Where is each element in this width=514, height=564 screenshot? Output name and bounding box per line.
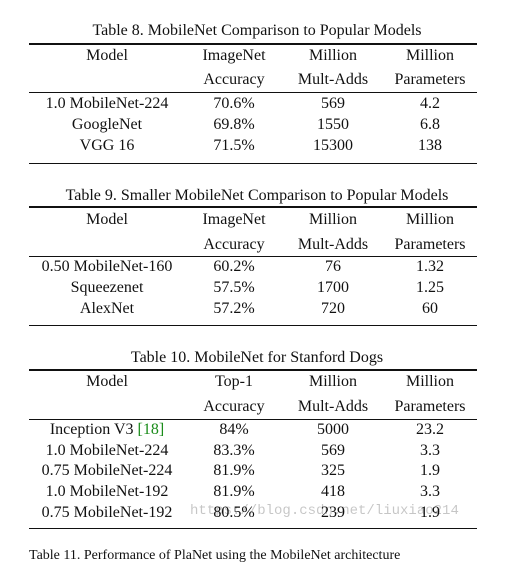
table-9-header-mult-adds: Million <box>308 211 357 228</box>
table-8-cell-accuracy: 71.5% <box>213 137 255 154</box>
model-name: Inception V3 <box>49 421 134 438</box>
table-9-cell-model: AlexNet <box>79 300 135 317</box>
table-10-cell-mult-adds: 325 <box>321 462 345 479</box>
table-10-cell-model: 0.75 MobileNet-192 <box>41 504 173 521</box>
table-8-cell-model: VGG 16 <box>79 137 135 154</box>
table-8-bottom-rule <box>29 163 477 164</box>
citation-link[interactable]: [18] <box>137 421 165 438</box>
table-9-subheader-parameters: Parameters <box>394 236 466 253</box>
table-10-cell-mult-adds: 5000 <box>317 421 349 438</box>
table-9-bottom-rule <box>29 325 477 326</box>
table-9-cell-parameters: 1.25 <box>416 279 444 296</box>
table-10-subheader-accuracy: Accuracy <box>203 398 265 415</box>
table-10-header-accuracy: Top-1 <box>215 373 253 390</box>
table-8-top-rule <box>29 43 477 45</box>
table-9-header-parameters: Million <box>405 211 454 228</box>
table-10-bottom-rule <box>29 528 477 529</box>
table-10-cell-model: Inception V3 [18] <box>29 420 185 440</box>
table-10-cell-mult-adds: 239 <box>321 504 345 521</box>
table-8-cell-model: GoogleNet <box>71 116 143 133</box>
table-10-top-rule <box>29 369 477 371</box>
table-9-header-model: Model <box>86 211 128 228</box>
table-10-cell-model: 1.0 MobileNet-192 <box>45 483 169 500</box>
table-8-cell-accuracy: 70.6% <box>213 95 255 112</box>
table-10-cell-model: 0.75 MobileNet-224 <box>41 462 173 479</box>
table-9-cell-accuracy: 57.5% <box>213 279 255 296</box>
table-8-cell-mult-adds: 569 <box>321 95 345 112</box>
table-8-cell-mult-adds: 1550 <box>317 116 349 133</box>
table-9-cell-accuracy: 57.2% <box>213 300 255 317</box>
table-9-subheader-mult-adds: Mult-Adds <box>297 236 369 253</box>
table-9-cell-model: 0.50 MobileNet-160 <box>41 258 173 275</box>
table-10-cell-parameters: 3.3 <box>420 483 440 500</box>
table-9-cell-mult-adds: 76 <box>325 258 341 275</box>
table-9-header-accuracy: ImageNet <box>202 211 266 228</box>
table-8-subheader-parameters: Parameters <box>394 71 466 88</box>
table-10-subheader-parameters: Parameters <box>394 398 466 415</box>
table-10-header-model: Model <box>86 373 128 390</box>
table-10-cell-accuracy: 80.5% <box>213 504 255 521</box>
table-10-subheader-mult-adds: Mult-Adds <box>297 398 369 415</box>
table-9-caption: Table 9. Smaller MobileNet Comparison to… <box>65 187 449 204</box>
table-8-caption: Table 8. MobileNet Comparison to Popular… <box>92 22 422 39</box>
table-9-subheader-accuracy: Accuracy <box>203 236 265 253</box>
table-8-subheader-accuracy: Accuracy <box>203 71 265 88</box>
table-10-cell-model: 1.0 MobileNet-224 <box>45 442 169 459</box>
table-9-cell-mult-adds: 720 <box>321 300 345 317</box>
table-10-header-parameters: Million <box>405 373 454 390</box>
table-8-cell-accuracy: 69.8% <box>213 116 255 133</box>
table-8-cell-model: 1.0 MobileNet-224 <box>45 95 169 112</box>
table-8-cell-parameters: 6.8 <box>420 116 440 133</box>
table-10-header-rule <box>29 419 477 420</box>
table-9-cell-parameters: 60 <box>422 300 438 317</box>
table-10-cell-parameters: 23.2 <box>416 421 444 438</box>
table-8-header-parameters: Million <box>405 47 454 64</box>
table-10-caption: Table 10. MobileNet for Stanford Dogs <box>130 349 384 366</box>
watermark: https://blog.csdn.net/liuxiao214 <box>190 503 459 519</box>
table-9-cell-model: Squeezenet <box>70 279 144 296</box>
table-10-cell-mult-adds: 418 <box>321 483 345 500</box>
table-8-cell-parameters: 138 <box>418 137 442 154</box>
table-9-cell-accuracy: 60.2% <box>213 258 255 275</box>
table-10-cell-parameters: 1.9 <box>420 504 440 521</box>
table-10-cell-accuracy: 84% <box>219 421 249 438</box>
table-10-cell-mult-adds: 569 <box>321 442 345 459</box>
table-10-cell-accuracy: 81.9% <box>213 483 255 500</box>
table-9-cell-parameters: 1.32 <box>416 258 444 275</box>
table-8-header-accuracy: ImageNet <box>202 47 266 64</box>
table-8-subheader-mult-adds: Mult-Adds <box>297 71 369 88</box>
table-8-header-mult-adds: Million <box>308 47 357 64</box>
table-11-caption-partial: Table 11. Performance of PlaNet using th… <box>29 548 401 563</box>
table-9-cell-mult-adds: 1700 <box>317 279 349 296</box>
table-8-cell-parameters: 4.2 <box>420 95 440 112</box>
table-9-top-rule <box>29 206 477 208</box>
table-8-header-model: Model <box>86 47 128 64</box>
table-10-cell-parameters: 1.9 <box>420 462 440 479</box>
table-10-cell-accuracy: 81.9% <box>213 462 255 479</box>
table-10-cell-parameters: 3.3 <box>420 442 440 459</box>
table-10-header-mult-adds: Million <box>308 373 357 390</box>
table-8-cell-mult-adds: 15300 <box>313 137 353 154</box>
table-9-header-rule <box>29 256 477 257</box>
table-8-header-rule <box>29 92 477 93</box>
table-10-cell-accuracy: 83.3% <box>213 442 255 459</box>
